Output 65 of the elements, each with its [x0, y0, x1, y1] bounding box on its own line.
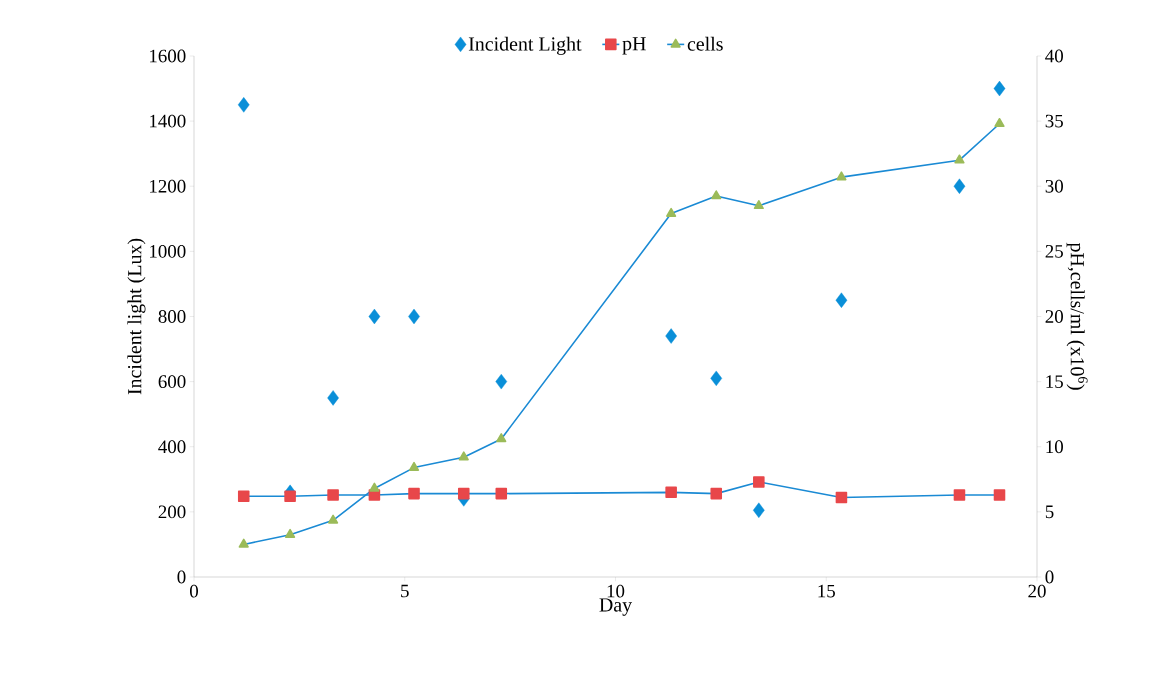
- point: [710, 370, 723, 387]
- point: [666, 207, 677, 217]
- point: [993, 489, 1006, 501]
- x-tick-label: 5: [401, 584, 409, 598]
- legend-label: cells: [687, 36, 723, 51]
- point: [954, 154, 965, 164]
- point: [495, 373, 508, 390]
- point: [238, 538, 249, 548]
- point: [953, 178, 966, 194]
- y-tick-label: 1400: [150, 114, 186, 128]
- point: [835, 491, 848, 504]
- y2-tick-label: 10: [1046, 440, 1063, 454]
- y2-tick-label: 5: [1045, 505, 1054, 519]
- point: [457, 487, 470, 500]
- y2-tick-label: 20: [1045, 310, 1063, 323]
- point: [753, 502, 765, 518]
- point: [327, 514, 339, 524]
- point: [496, 433, 507, 443]
- point: [835, 292, 848, 308]
- y2-axis-title: pH,cells/ml (x10$^{6}$): [1066, 242, 1088, 390]
- y2-tick-label: 15: [1046, 375, 1063, 388]
- point: [237, 97, 250, 113]
- point: [665, 328, 677, 344]
- x-axis-title: Day: [599, 598, 633, 616]
- point: [237, 490, 250, 503]
- y-tick-label: 1200: [150, 179, 186, 193]
- point: [711, 190, 722, 200]
- point: [993, 80, 1006, 97]
- point: [665, 486, 677, 499]
- point: [327, 489, 339, 501]
- x-tick-label: 10: [607, 584, 625, 598]
- point: [495, 487, 508, 500]
- y2-tick-label: 30: [1045, 179, 1063, 193]
- point: [994, 117, 1005, 128]
- point: [327, 390, 339, 406]
- point: [408, 461, 420, 471]
- y-axis-title: Incident light (Lux): [127, 238, 146, 395]
- y-tick-label: 0: [177, 570, 186, 584]
- point: [369, 482, 380, 492]
- point: [284, 490, 296, 503]
- y2-tick-label: 35: [1045, 114, 1063, 128]
- point: [408, 487, 420, 500]
- point: [284, 528, 296, 538]
- x-tick-label: 20: [1028, 584, 1046, 598]
- point: [753, 476, 765, 488]
- x-tick-label: 15: [818, 584, 835, 598]
- y2-tick-label: 25: [1045, 245, 1063, 258]
- y2-tick-label: 0: [1045, 570, 1054, 584]
- y-tick-label: 600: [158, 375, 186, 389]
- legend-label: pH: [622, 37, 646, 55]
- y-tick-label: 1600: [150, 49, 186, 63]
- y2-tick-label: 40: [1045, 49, 1063, 63]
- x-tick-label: 0: [189, 584, 198, 598]
- point: [408, 308, 420, 325]
- point: [710, 487, 723, 500]
- point: [953, 489, 966, 501]
- legend-label: Incident Light: [468, 36, 582, 55]
- y-tick-label: 1000: [150, 244, 186, 258]
- point: [753, 200, 764, 210]
- y-tick-label: 400: [158, 440, 186, 454]
- y-tick-label: 200: [158, 505, 186, 519]
- point: [368, 308, 381, 325]
- point: [458, 451, 469, 461]
- point: [836, 171, 847, 181]
- y-tick-label: 800: [158, 310, 186, 323]
